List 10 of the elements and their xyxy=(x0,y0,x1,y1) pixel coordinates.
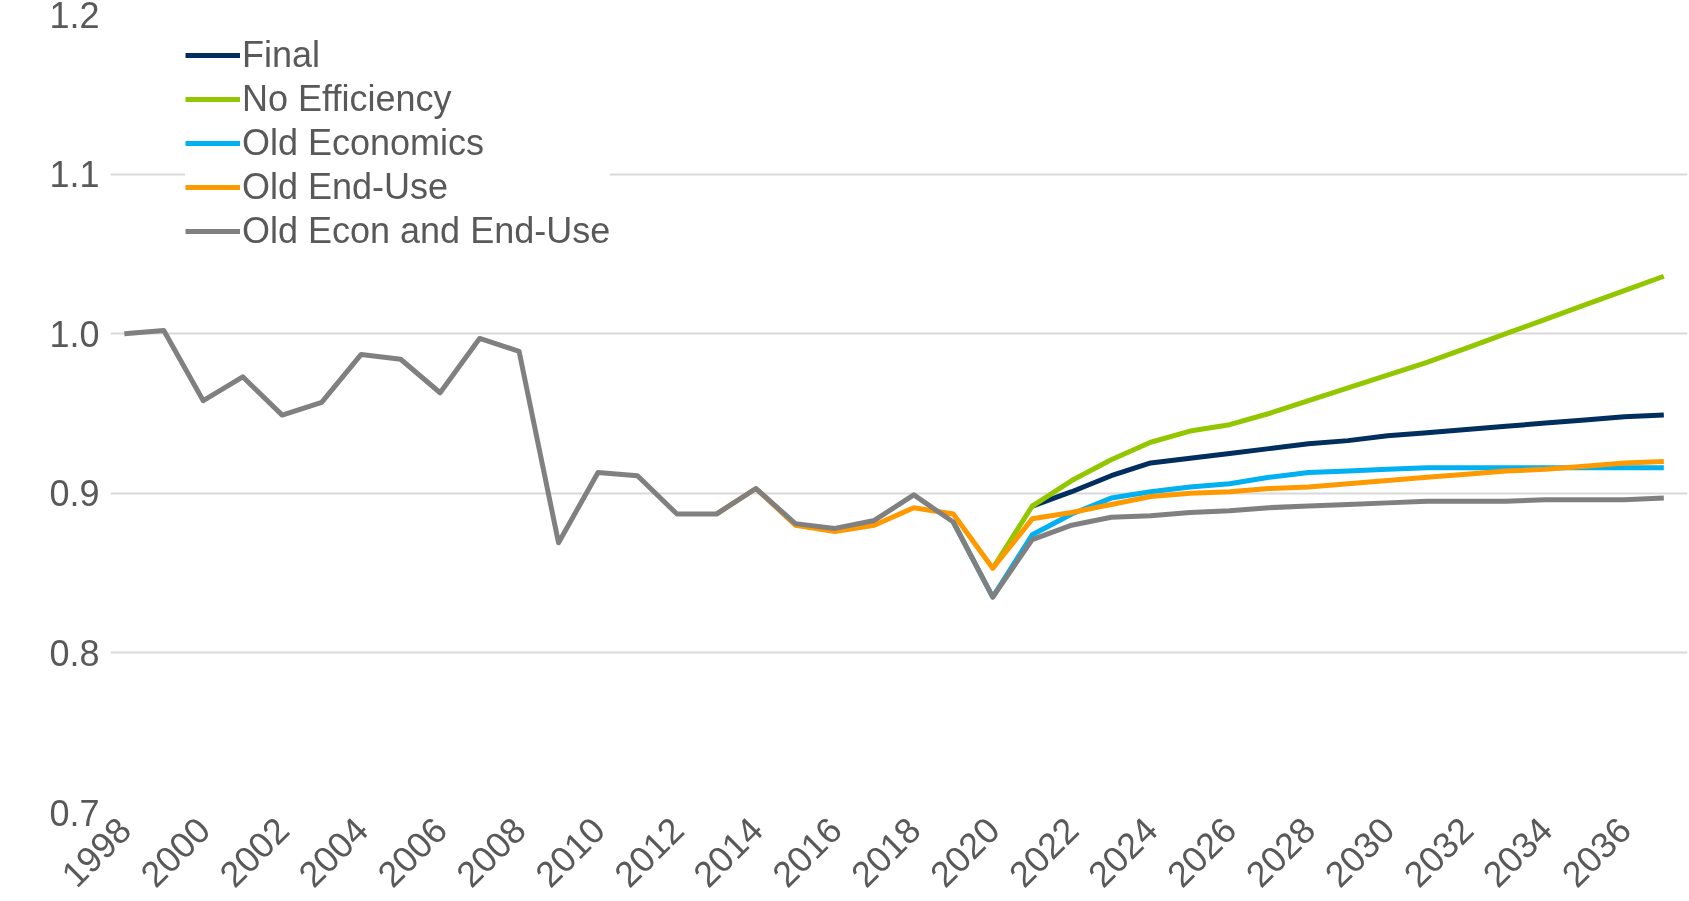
y-tick-label: 1.0 xyxy=(49,313,100,355)
legend-label: Final xyxy=(242,34,321,76)
legend-label: No Efficiency xyxy=(242,78,452,120)
legend-label: Old Econ and End-Use xyxy=(242,210,611,252)
y-tick-label: 0.9 xyxy=(49,473,100,515)
y-tick-label: 1.2 xyxy=(49,0,100,36)
y-tick-label: 0.8 xyxy=(49,632,100,674)
legend-label: Old End-Use xyxy=(242,166,449,208)
legend-label: Old Economics xyxy=(242,122,485,164)
y-tick-label: 1.1 xyxy=(49,154,100,196)
